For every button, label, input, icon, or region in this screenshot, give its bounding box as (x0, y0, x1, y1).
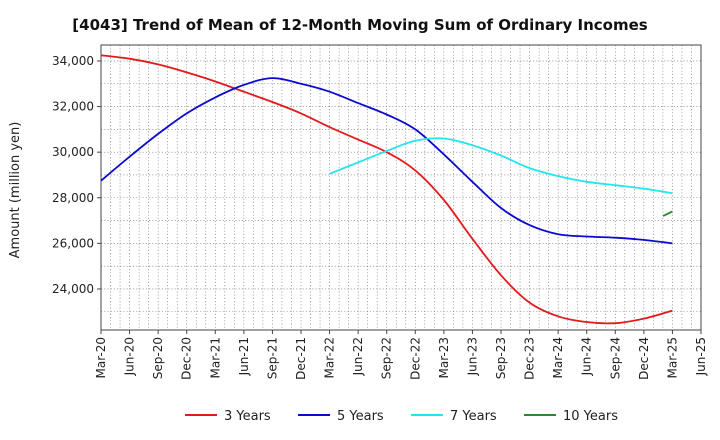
x-tick-label: Mar-22 (323, 337, 337, 378)
y-tick-label: 24,000 (52, 282, 94, 296)
x-tick-label: Jun-22 (351, 337, 365, 376)
y-tick-label: 32,000 (52, 100, 94, 114)
y-tick-label: 28,000 (52, 191, 94, 205)
axis-layer: 24,000 26,000 28,000 30,000 32,000 34,000 Mar-… (52, 44, 708, 380)
x-tick-label: Sep-22 (380, 337, 394, 379)
series-line-3-years (100, 54, 673, 325)
grid-layer (100, 45, 702, 330)
x-tick-label: Mar-20 (94, 337, 108, 378)
y-tick-label: 30,000 (52, 145, 94, 159)
y-tick-label: 26,000 (52, 236, 94, 250)
plot-frame (100, 44, 702, 331)
x-tick-label: Jun-21 (237, 337, 251, 376)
x-tick-label: Dec-20 (180, 337, 194, 380)
x-tick-label: Dec-23 (523, 337, 537, 380)
series-layer (100, 54, 673, 325)
x-tick-label: Jun-24 (580, 337, 594, 376)
series-line-10-years (662, 210, 673, 217)
x-tick-label: Sep-24 (608, 337, 622, 379)
x-tick-label: Sep-23 (494, 337, 508, 379)
x-tick-label: Jun-20 (123, 337, 137, 376)
x-tick-label: Dec-24 (637, 337, 651, 380)
x-tick-label: Mar-23 (437, 337, 451, 378)
x-tick-label: Dec-21 (294, 337, 308, 380)
legend-label-10-years: 10 Years (563, 409, 618, 424)
x-tick-label: Mar-21 (208, 337, 222, 378)
y-axis-label: Amount (million yen) (8, 122, 23, 259)
series-line-7-years (329, 137, 673, 195)
series-line-5-years (100, 77, 673, 245)
legend-label-5-years: 5 Years (337, 409, 384, 424)
x-tick-label: Dec-22 (408, 337, 422, 380)
x-tick-label: Sep-20 (151, 337, 165, 379)
legend-label-7-years: 7 Years (450, 409, 497, 424)
x-tick-label: Jun-23 (465, 337, 479, 376)
x-tick-label: Jun-25 (694, 337, 708, 376)
x-tick-label: Sep-21 (265, 337, 279, 379)
x-tick-label: Mar-24 (551, 337, 565, 378)
chart-title: [4043] Trend of Mean of 12-Month Moving … (72, 16, 647, 34)
y-tick-label: 34,000 (52, 54, 94, 68)
legend-label-3-years: 3 Years (224, 409, 271, 424)
x-tick-label: Mar-25 (665, 337, 679, 378)
legend: 3 Years 5 Years 7 Years 10 Years (185, 409, 618, 424)
